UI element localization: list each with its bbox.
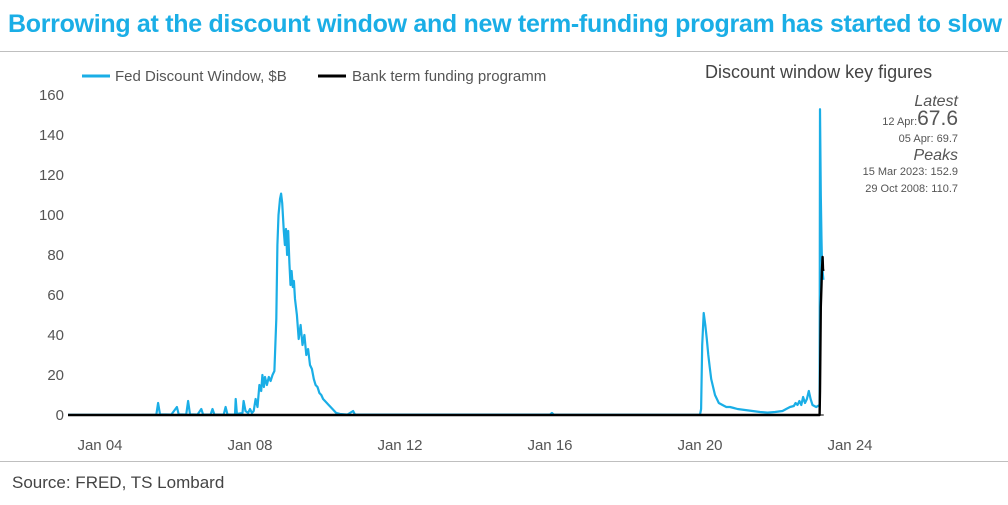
y-tick-label: 140 [39,127,64,144]
latest-value: 67.6 [917,107,958,130]
key-figures-title: Discount window key figures [705,62,933,82]
y-tick-label: 60 [47,287,64,304]
legend: Fed Discount Window, $B Bank term funding… [82,68,546,85]
series-group [68,108,825,417]
y-tick-label: 40 [47,327,64,344]
x-tick-label: Jan 16 [527,437,572,454]
prior-value: 05 Apr: 69.7 [898,133,958,145]
x-tick-label: Jan 04 [77,437,122,454]
latest-heading: Latest [914,93,958,110]
series-btfp-line [68,255,825,417]
x-tick-label: Jan 12 [377,437,422,454]
latest-date: 12 Apr: [882,116,918,128]
title-divider [0,51,1008,52]
y-tick-label: 20 [47,367,64,384]
peaks-heading: Peaks [913,147,958,164]
y-tick-label: 120 [39,167,64,184]
y-tick-label: 160 [39,87,64,104]
key-figures-panel: Latest 12 Apr:67.6 05 Apr: 69.7 Peaks 15… [863,94,958,198]
peak-2023: 15 Mar 2023: 152.9 [862,166,958,178]
y-tick-label: 80 [47,247,64,264]
series-discount-window-line [68,108,825,416]
x-tick-label: Jan 08 [227,437,272,454]
legend-label-discount-window: Fed Discount Window, $B [115,68,287,85]
legend-label-btfp: Bank term funding programm [352,68,546,85]
x-axis: Jan 04 Jan 08 Jan 12 Jan 16 Jan 20 Jan 24 [77,437,872,454]
chart-title: Borrowing at the discount window and new… [8,10,1002,38]
line-chart: 0 20 40 60 80 100 120 140 160 Jan 04 Jan 08 Jan 12… [39,68,873,454]
x-tick-label: Jan 24 [827,437,872,454]
source-note: Source: FRED, TS Lombard [12,473,225,492]
y-axis: 0 20 40 60 80 100 120 140 160 [39,87,64,424]
x-tick-label: Jan 20 [677,437,722,454]
footer-divider [0,461,1008,462]
peak-2008: 29 Oct 2008: 110.7 [865,183,958,195]
y-tick-label: 0 [56,407,64,424]
y-tick-label: 100 [39,207,64,224]
latest-line: 12 Apr:67.6 [863,107,958,131]
